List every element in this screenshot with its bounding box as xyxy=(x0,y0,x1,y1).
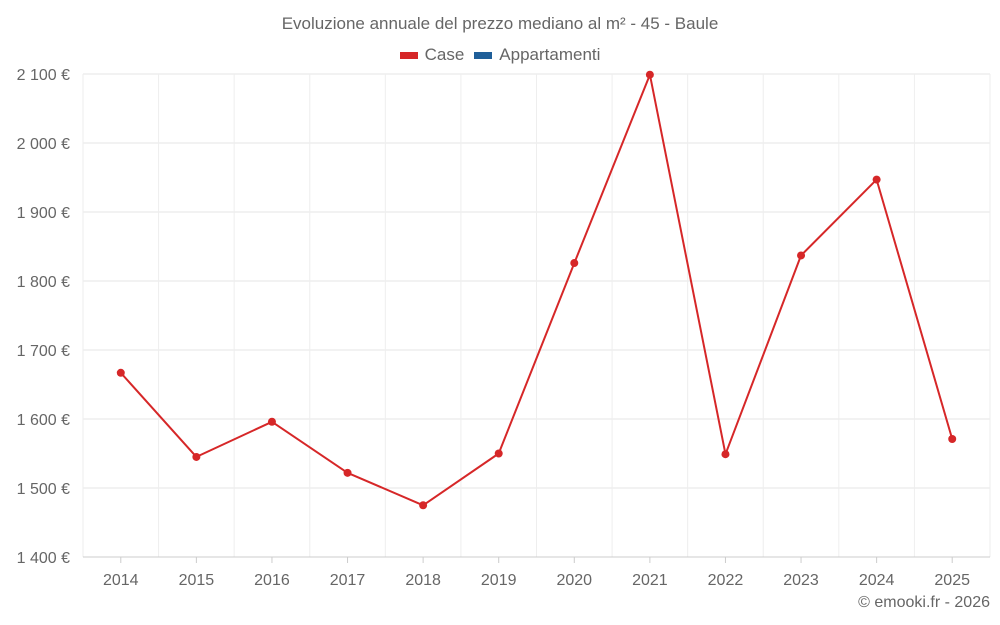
series-line-case xyxy=(120,73,954,507)
legend-label-appartamenti: Appartamenti xyxy=(499,45,601,64)
x-tick-label: 2025 xyxy=(934,572,970,589)
data-point[interactable] xyxy=(192,452,201,461)
x-tick-label: 2019 xyxy=(481,572,517,589)
data-point[interactable] xyxy=(645,70,654,79)
y-tick-label: 1 800 € xyxy=(17,274,70,291)
y-tick-label: 1 600 € xyxy=(17,412,70,429)
data-point[interactable] xyxy=(116,368,125,377)
series-layer xyxy=(120,73,954,507)
x-tick-label: 2016 xyxy=(254,572,290,589)
legend-item-case[interactable]: Case xyxy=(399,45,465,65)
grid xyxy=(82,73,991,558)
x-tick-label: 2024 xyxy=(859,572,895,589)
legend-item-appartamenti[interactable]: Appartamenti xyxy=(474,45,600,65)
x-tick-label: 2017 xyxy=(330,572,366,589)
points-layer xyxy=(116,70,957,510)
x-tick-label: 2015 xyxy=(179,572,215,589)
axes: 1 400 € 1 500 € 1 600 € 1 700 € 1 800 € 1 900… xyxy=(17,67,990,589)
legend: Case Appartamenti xyxy=(0,45,1000,65)
y-tick-label: 2 000 € xyxy=(17,136,70,153)
credit-text: © emooki.fr - 2026 xyxy=(858,594,990,611)
data-point[interactable] xyxy=(948,435,957,444)
data-point[interactable] xyxy=(494,449,503,458)
data-point[interactable] xyxy=(797,251,806,260)
x-tick-label: 2014 xyxy=(103,572,139,589)
y-tick-label: 2 100 € xyxy=(17,67,70,84)
x-tick-label: 2020 xyxy=(556,572,592,589)
legend-swatch-appartamenti xyxy=(474,51,493,59)
data-point[interactable] xyxy=(267,417,276,426)
data-point[interactable] xyxy=(343,468,352,477)
legend-swatch-case xyxy=(399,51,418,59)
data-point[interactable] xyxy=(872,175,881,184)
data-point[interactable] xyxy=(419,501,428,510)
x-tick-label: 2022 xyxy=(708,572,744,589)
y-tick-label: 1 500 € xyxy=(17,481,70,498)
y-tick-label: 1 900 € xyxy=(17,205,70,222)
x-tick-label: 2023 xyxy=(783,572,819,589)
data-point[interactable] xyxy=(721,450,730,459)
data-point[interactable] xyxy=(570,259,579,268)
x-tick-label: 2018 xyxy=(405,572,441,589)
chart-title: Evoluzione annuale del prezzo mediano al… xyxy=(281,14,719,33)
legend-label-case: Case xyxy=(424,45,465,64)
y-tick-label: 1 400 € xyxy=(17,550,70,567)
y-tick-label: 1 700 € xyxy=(17,343,70,360)
x-tick-label: 2021 xyxy=(632,572,668,589)
